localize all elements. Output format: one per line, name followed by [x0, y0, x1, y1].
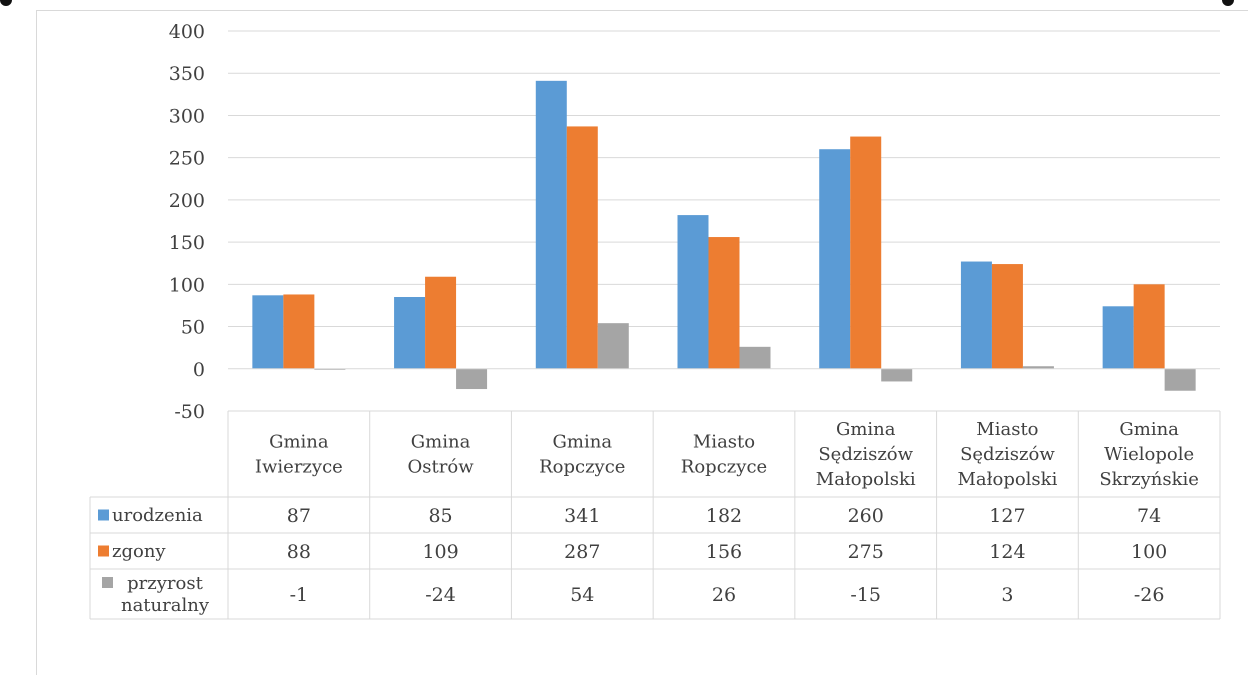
- corner-dot-right: [1222, 0, 1234, 6]
- category-label: Iwierzyce: [255, 457, 343, 478]
- category-label: Gmina: [411, 432, 471, 453]
- bar-urodzenia: [1102, 306, 1134, 369]
- bar-zgony: [566, 126, 598, 369]
- category-label: Małopolski: [816, 469, 916, 490]
- category-label: Gmina: [269, 432, 329, 453]
- table-cell-value: 275: [848, 541, 884, 563]
- category-label: Małopolski: [957, 469, 1057, 490]
- table-cell-value: -26: [1134, 584, 1165, 606]
- y-tick-label: 300: [169, 105, 205, 127]
- y-tick-label: 200: [169, 190, 205, 212]
- bar-przyrost-naturalny: [739, 346, 771, 369]
- bar-zgony: [283, 294, 315, 369]
- bar-urodzenia: [535, 80, 567, 369]
- category-label: Sędziszów: [818, 444, 913, 465]
- category-label: Gmina: [1119, 419, 1179, 440]
- table-cell-value: 156: [706, 541, 742, 563]
- legend-key: [98, 509, 109, 521]
- legend-label: urodzenia: [112, 505, 203, 526]
- table-cell-value: 109: [422, 541, 458, 563]
- category-label: Sędziszów: [960, 444, 1055, 465]
- bar-urodzenia: [819, 149, 851, 369]
- bar-zgony: [991, 264, 1023, 369]
- category-label: Miasto: [976, 419, 1038, 440]
- table-cell-value: 85: [428, 505, 452, 527]
- corner-dot-left: [0, 0, 12, 6]
- table-cell-value: 287: [564, 541, 600, 563]
- bar-urodzenia: [252, 295, 284, 369]
- category-label: Miasto: [693, 432, 755, 453]
- y-tick-label: 100: [169, 274, 205, 296]
- chart-frame: [36, 10, 1248, 675]
- legend-label: naturalny: [121, 595, 210, 616]
- y-tick-label: 0: [193, 359, 205, 381]
- table-cell-value: 88: [287, 541, 311, 563]
- table-cell-value: 127: [989, 505, 1025, 527]
- category-label: Ropczyce: [681, 457, 767, 478]
- y-tick-label: 400: [169, 21, 205, 43]
- legend-label: zgony: [112, 541, 166, 562]
- legend-key: [102, 577, 113, 588]
- table-cell-value: 341: [564, 505, 600, 527]
- bar-zgony: [1133, 284, 1165, 369]
- category-label: Gmina: [553, 432, 613, 453]
- category-label: Ropczyce: [539, 457, 625, 478]
- category-label: Wielopole: [1104, 444, 1194, 465]
- bar-przyrost-naturalny: [456, 368, 488, 390]
- bar-przyrost-naturalny: [881, 368, 913, 382]
- table-cell-value: 260: [848, 505, 884, 527]
- bar-urodzenia: [960, 261, 992, 369]
- table-cell-value: 3: [1001, 584, 1013, 606]
- y-tick-label: 50: [181, 317, 205, 339]
- bar-przyrost-naturalny: [1164, 368, 1196, 391]
- category-label: Ostrów: [408, 457, 475, 478]
- bar-przyrost-naturalny: [597, 323, 629, 369]
- y-tick-label: 350: [169, 63, 205, 85]
- category-label: Gmina: [836, 419, 896, 440]
- legend-label: przyrost: [127, 573, 203, 594]
- table-cell-value: 87: [287, 505, 311, 527]
- table-cell-value: -24: [425, 584, 456, 606]
- table-cell-value: 74: [1137, 505, 1161, 527]
- table-cell-value: 26: [712, 584, 736, 606]
- table-cell-value: 100: [1131, 541, 1167, 563]
- bar-zgony: [425, 276, 457, 369]
- table-cell-value: 182: [706, 505, 742, 527]
- bar-przyrost-naturalny: [1022, 366, 1054, 369]
- table-cell-value: -1: [290, 584, 309, 606]
- legend-key: [98, 545, 109, 557]
- bar-urodzenia: [394, 297, 426, 369]
- y-tick-label: -50: [174, 401, 205, 423]
- table-cell-value: -15: [850, 584, 881, 606]
- y-tick-label: 150: [169, 232, 205, 254]
- y-tick-label: 250: [169, 148, 205, 170]
- table-cell-value: 54: [570, 584, 594, 606]
- bar-zgony: [850, 136, 882, 369]
- table-cell-value: 124: [989, 541, 1025, 563]
- category-label: Skrzyńskie: [1099, 469, 1199, 490]
- bar-urodzenia: [677, 215, 709, 369]
- bar-zgony: [708, 237, 740, 369]
